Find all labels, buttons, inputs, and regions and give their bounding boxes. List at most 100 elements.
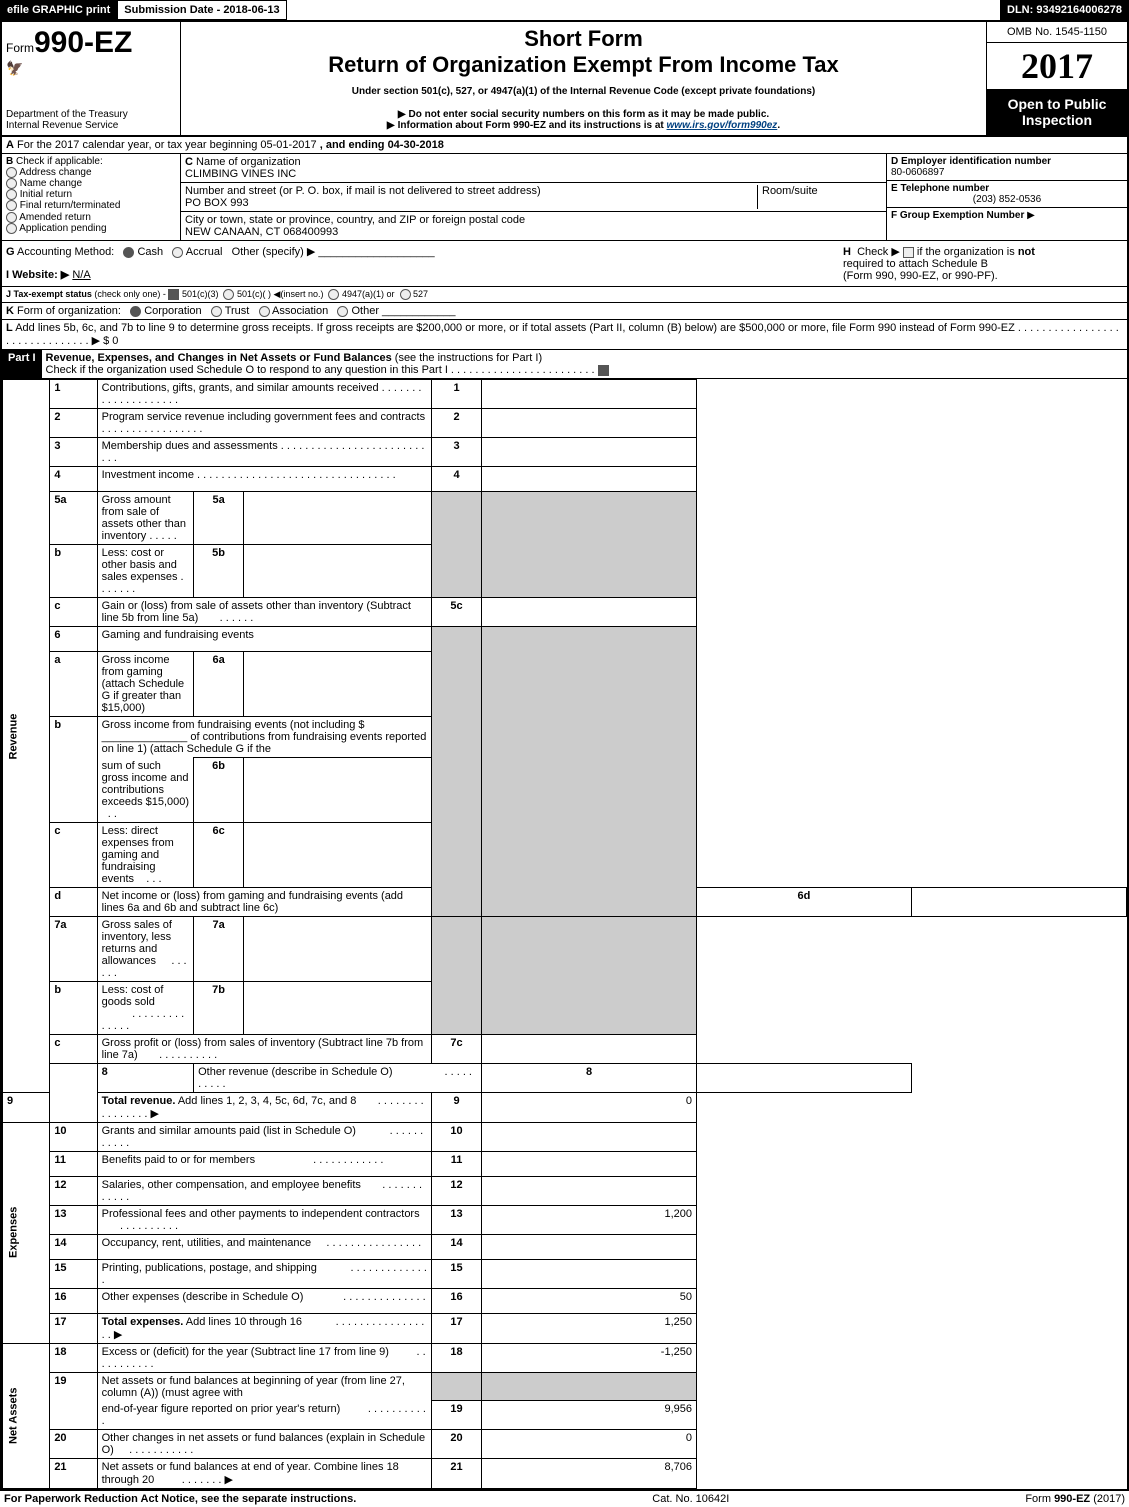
form-right: OMB No. 1545-1150 2017 Open to PublicIns… [986,22,1127,135]
form-number: 990-EZ [34,26,132,59]
checkbox-501c[interactable] [223,289,234,300]
line-16-num: 16 [50,1288,97,1313]
form-left: Form990-EZ 🦅 Department of the Treasury … [2,22,181,135]
line-6b-mn: 6b [194,758,244,823]
line-15-val [482,1259,697,1288]
tax-year-text: For the 2017 calendar year, or tax year … [17,139,317,151]
phone-value: (203) 852-0536 [891,194,1123,205]
form-header: Form990-EZ 🦅 Department of the Treasury … [2,22,1127,137]
line-10-rn: 10 [432,1122,482,1151]
line-2-rn: 2 [432,409,482,438]
f-arrow: ▶ [1027,210,1035,221]
side-label-net-assets: Net Assets [3,1343,50,1488]
line-3-rn: 3 [432,438,482,467]
checkbox-527[interactable] [400,289,411,300]
checkbox-association[interactable] [259,306,270,317]
line-5b-mv [244,545,432,598]
irs-link[interactable]: www.irs.gov/form990ez [667,120,778,131]
checkbox-accrual[interactable] [172,247,183,258]
city-label: City or town, state or province, country… [185,214,525,226]
tax-year-ending: , and ending 04-30-2018 [320,139,444,151]
grey-cell-6b [482,627,697,917]
line-16-rn: 16 [432,1288,482,1313]
line-7b-desc: Less: cost of goods sold . . . . . . . .… [97,981,193,1034]
section-gh: G Accounting Method: Cash Accrual Other … [2,241,1127,287]
checkbox-initial-return[interactable] [6,189,17,200]
checkbox-corporation[interactable] [130,306,141,317]
eagle-icon: 🦅 [6,60,176,77]
submission-date: Submission Date - 2018-06-13 [117,0,286,20]
line-7a-mn: 7a [194,916,244,981]
line-18-desc: Excess or (deficit) for the year (Subtra… [97,1343,431,1372]
section-k: K Form of organization: Corporation Trus… [2,303,1127,320]
checkbox-501c3[interactable] [168,289,179,300]
line-6a-num: a [50,652,97,717]
checkbox-cash[interactable] [123,247,134,258]
city-value: NEW CANAAN, CT 068400993 [185,226,338,238]
line-11-num: 11 [50,1151,97,1176]
line-13-desc: Professional fees and other payments to … [97,1205,431,1234]
line-20-desc: Other changes in net assets or fund bala… [97,1429,431,1458]
line-6d-num: d [50,887,97,916]
checkbox-amended-return[interactable] [6,212,17,223]
accounting-method-label: Accounting Method: [17,246,114,258]
lines-table: Revenue 1 Contributions, gifts, grants, … [2,379,1127,1489]
col-b: B Check if applicable: Address change Na… [2,154,181,240]
line-1-num: 1 [50,380,97,409]
line-14-num: 14 [50,1234,97,1259]
line-7c-num: c [50,1034,97,1063]
line-6c-num: c [50,822,97,887]
line-7c-val [482,1034,697,1063]
checkbox-other-org[interactable] [337,306,348,317]
checkbox-4947[interactable] [328,289,339,300]
checkbox-address-change[interactable] [6,167,17,178]
line-10-num: 10 [50,1122,97,1151]
line-6a-desc: Gross income from gaming (attach Schedul… [97,652,193,717]
line-6c-mn: 6c [194,822,244,887]
line-15-num: 15 [50,1259,97,1288]
grey-cell-19b [482,1372,697,1401]
line-3-val [482,438,697,467]
label-b: B [6,156,13,167]
label-h: H [843,246,851,258]
line-1-val [482,380,697,409]
line-8-num: 8 [97,1063,193,1092]
checkbox-final-return[interactable] [6,200,17,211]
dln-label: DLN: 93492164006278 [1000,0,1129,20]
checkbox-application-pending[interactable] [6,223,17,234]
line-6c-desc: Less: direct expenses from gaming and fu… [97,822,193,887]
grey-cell-7b [482,916,697,1034]
short-form-title: Short Form [185,26,982,52]
line-5a-mv [244,492,432,545]
l-text: Add lines 5b, 6c, and 7b to line 9 to de… [15,322,1015,334]
street-label: Number and street (or P. O. box, if mail… [185,185,541,197]
section-bcdef: B Check if applicable: Address change Na… [2,154,1127,241]
street-value: PO BOX 993 [185,197,249,209]
line-9-num: 9 [3,1092,50,1122]
checkbox-name-change[interactable] [6,178,17,189]
h-line2: required to attach Schedule B [843,258,988,270]
footer-center: Cat. No. 10642I [652,1493,729,1505]
line-6b-mv [244,758,432,823]
dept-treasury: Department of the Treasury [6,109,176,120]
org-name: CLIMBING VINES INC [185,168,296,180]
line-21-rn: 21 [432,1458,482,1488]
line-11-desc: Benefits paid to or for members . . . . … [97,1151,431,1176]
dept-irs: Internal Revenue Service [6,120,176,131]
section-a-row: A For the 2017 calendar year, or tax yea… [2,137,1127,154]
line-13-val: 1,200 [482,1205,697,1234]
line-17-rn: 17 [432,1313,482,1343]
checkbox-schedule-o[interactable] [598,365,609,376]
check-if-applicable: Check if applicable: [16,156,103,167]
checkbox-schedule-b[interactable] [903,247,914,258]
checkbox-trust[interactable] [211,306,222,317]
line-2-num: 2 [50,409,97,438]
line-7b-num: b [50,981,97,1034]
line-5b-num: b [50,545,97,598]
label-j: J Tax-exempt status [6,289,92,299]
line-6a-mv [244,652,432,717]
ein-value: 80-0606897 [891,167,944,178]
line-19-val: 9,956 [482,1401,697,1430]
line-7a-num: 7a [50,916,97,981]
line-8-rn: 8 [482,1063,697,1092]
